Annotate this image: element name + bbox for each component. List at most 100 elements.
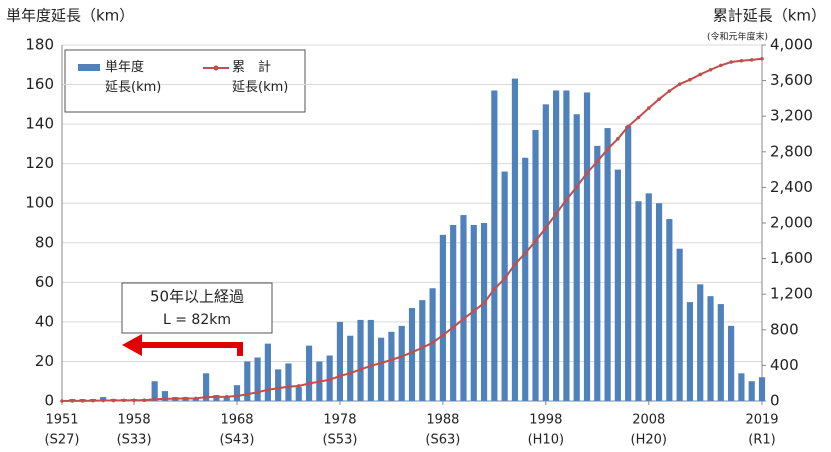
bar [378, 337, 385, 401]
line-point [492, 287, 497, 291]
bar [151, 381, 158, 401]
line-point [399, 354, 404, 359]
plot: 0 20 40 60 80 100 120 140 160 180 0 400 800 1,200 1,60… [25, 36, 813, 448]
legend-box [64, 49, 306, 113]
line-point [338, 374, 342, 378]
bar [553, 90, 560, 401]
line-point [121, 398, 126, 403]
line-point [482, 301, 486, 305]
y-tick-label: 140 [25, 115, 54, 133]
line-point [513, 262, 517, 267]
y2-tick-label: 3,200 [770, 107, 813, 125]
legend-swatch [213, 65, 219, 71]
annotation-box [121, 282, 273, 334]
y2-note: (令和元年度末) [707, 31, 768, 43]
bar [655, 203, 663, 401]
y2-tick-label: 4,000 [770, 36, 813, 54]
bar [429, 288, 436, 401]
bar [336, 321, 344, 401]
x-tick-label: 1988 [426, 413, 459, 428]
bar [604, 128, 611, 402]
bar [491, 90, 498, 401]
bar [460, 215, 467, 401]
line-point [173, 396, 178, 401]
bar [738, 373, 745, 401]
bar [419, 300, 426, 401]
x-tick-era: (S33) [117, 433, 152, 448]
line-point [523, 251, 528, 256]
annotation-subtext: L = 82km [163, 312, 231, 328]
y-tick-label: 60 [35, 273, 54, 291]
bar [501, 171, 508, 401]
bar [583, 92, 591, 401]
bar [728, 325, 735, 401]
bar [635, 201, 642, 401]
line-point [358, 367, 363, 372]
bar [666, 219, 673, 401]
line-point [688, 77, 692, 82]
line-point [698, 72, 703, 77]
bar [686, 302, 694, 401]
line-point [235, 394, 239, 398]
line-point [101, 398, 105, 403]
bar [470, 224, 477, 401]
y2-tick-label: 1,200 [770, 285, 813, 303]
bar [244, 361, 251, 401]
line-point [183, 396, 188, 401]
x-tick-era: (S53) [322, 433, 357, 448]
x-tick-label: 1998 [529, 413, 562, 428]
bar [264, 343, 271, 401]
line-point [605, 147, 610, 152]
y2-tick-label: 0 [770, 392, 780, 410]
x-tick-label: 2008 [632, 413, 665, 428]
line-point [389, 358, 394, 362]
legend-label: 累 計 延長(km) [232, 60, 289, 95]
line-point [544, 225, 548, 230]
line-point [194, 396, 198, 401]
line-point [348, 371, 353, 375]
line-point [646, 106, 651, 110]
bar [357, 319, 364, 401]
line-point [636, 115, 641, 120]
x-tick-label: 1968 [220, 413, 253, 428]
bar [717, 304, 724, 401]
bar [645, 193, 652, 401]
line-point [163, 397, 167, 401]
line-point [152, 397, 157, 402]
x-tick-era: (S43) [220, 433, 255, 448]
bar [707, 296, 714, 401]
y-tick-label: 160 [25, 75, 54, 93]
line-point [451, 325, 455, 330]
line-point [533, 239, 538, 243]
legend-swatch [78, 64, 100, 71]
x-tick-era: (H20) [631, 433, 667, 448]
line-point [379, 361, 383, 365]
line-point [616, 137, 620, 141]
y-tick-label: 120 [25, 154, 54, 172]
line-point [657, 97, 661, 102]
bar [563, 90, 570, 401]
x-tick-era: (R1) [748, 433, 775, 448]
x-tick-label: 2019 [745, 413, 778, 428]
x-tick-label: 1951 [45, 413, 78, 428]
bar [480, 223, 488, 401]
y-tick-label: 20 [35, 352, 54, 370]
y2-tick-label: 2,800 [770, 142, 813, 160]
y2-tick-label: 3,600 [770, 71, 813, 89]
line-point [132, 398, 136, 403]
bar [161, 391, 169, 401]
line-point [461, 317, 466, 321]
line-point [739, 58, 744, 63]
line-point [729, 60, 733, 64]
y2-tick-label: 400 [770, 356, 799, 374]
y2-tick-label: 2,000 [770, 214, 813, 232]
line-point [554, 211, 558, 216]
bar [522, 157, 529, 401]
line-point [296, 384, 301, 388]
bar [450, 224, 457, 401]
bar [542, 104, 549, 401]
line-point [502, 276, 507, 281]
bar [697, 284, 704, 401]
x-tick-era: (S63) [425, 433, 460, 448]
